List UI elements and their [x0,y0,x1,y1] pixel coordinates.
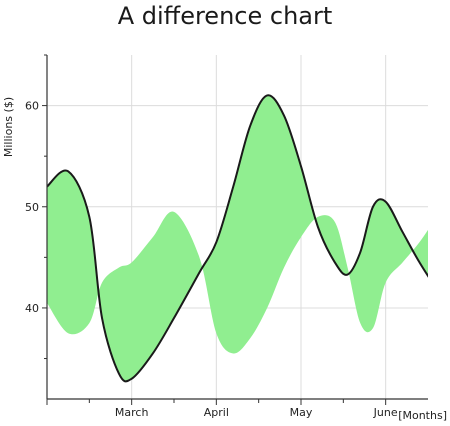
x-tick-label: June [373,406,398,419]
axes: 40 50 60 March April May June [25,54,428,419]
chart-title: A difference chart [117,2,333,30]
series-line [47,94,428,383]
x-tick-label: March [115,406,149,419]
y-tick-label: 40 [25,302,39,315]
difference-area [47,95,428,382]
y-tick-label: 60 [25,100,39,113]
x-tick-label: May [290,406,313,419]
y-axis-label: Millions ($) [2,97,15,157]
x-axis-label: [Months] [398,409,447,422]
difference-fill [47,95,428,382]
x-tick-label: April [204,406,229,419]
y-tick-label: 50 [25,201,39,214]
series-line-layer [47,94,428,383]
